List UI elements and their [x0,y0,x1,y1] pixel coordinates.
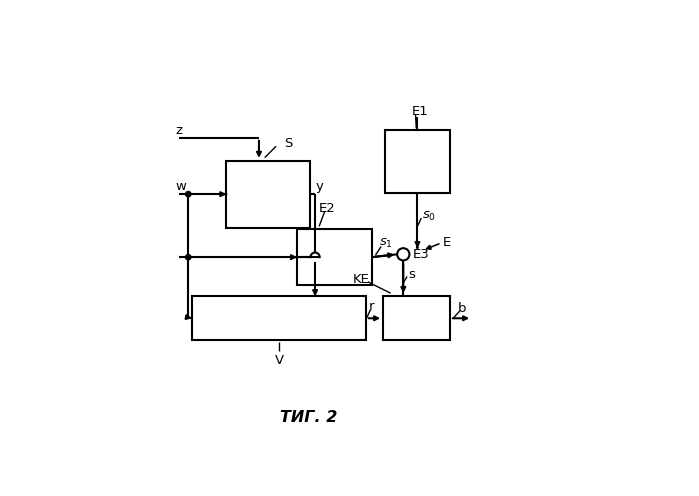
Text: $s_0$: $s_0$ [422,210,436,223]
Circle shape [186,254,191,260]
Text: E2: E2 [319,202,336,215]
Text: s: s [408,268,415,281]
Text: z: z [175,124,182,137]
Text: $s_1$: $s_1$ [380,237,393,250]
Text: E: E [442,236,451,249]
Text: r: r [369,300,375,313]
Text: w: w [175,180,187,193]
Text: E1: E1 [412,105,428,119]
Text: y: y [316,180,324,193]
Text: V: V [275,354,284,367]
Text: E3: E3 [412,248,429,261]
Text: b: b [458,302,466,315]
Text: KE: KE [352,273,369,286]
Bar [192,296,366,340]
Bar [226,161,310,228]
Text: ΤИГ. 2: ΤИГ. 2 [280,410,338,425]
Bar [297,230,372,285]
Bar [383,296,450,340]
Circle shape [186,191,191,197]
Text: S: S [284,137,292,150]
Bar [385,130,450,193]
Circle shape [397,248,410,260]
